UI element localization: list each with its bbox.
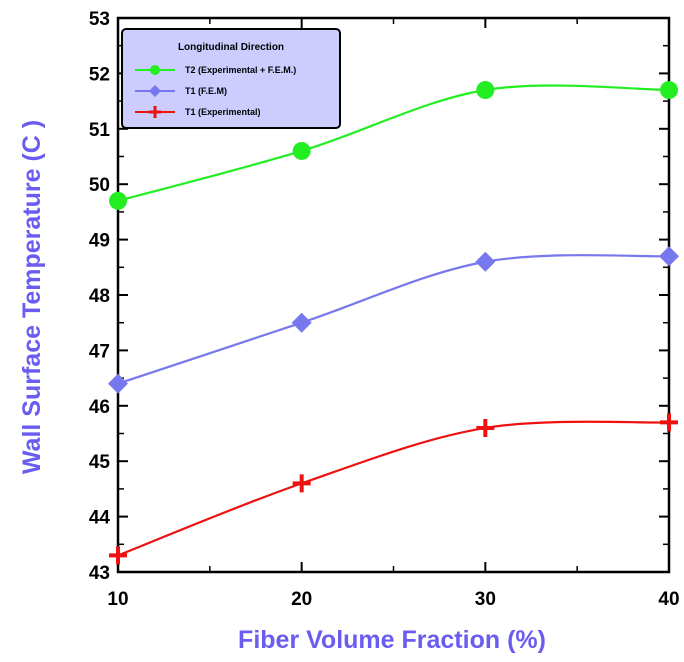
legend: Longitudinal Direction T2 (Experimental … [121, 28, 341, 129]
legend-marker [149, 106, 161, 118]
data-point [659, 246, 679, 267]
series-line [117, 254, 670, 385]
y-tick-label: 46 [89, 397, 110, 418]
legend-label: T2 (Experimental + F.E.M.) [185, 65, 296, 75]
y-tick-label: 52 [89, 64, 110, 85]
x-axis: 10 20 30 40 [107, 18, 680, 610]
x-tick-label: 30 [475, 589, 496, 610]
data-point [109, 191, 127, 210]
data-point [292, 141, 311, 160]
legend-item-2: T1 (F.E.M) [135, 85, 227, 97]
series-3 [109, 413, 678, 565]
data-point [660, 413, 678, 432]
y-axis-title: Wall Surface Temperature (C ) [18, 120, 46, 474]
x-tick-label: 20 [291, 589, 312, 610]
data-point [291, 312, 312, 333]
y-tick-label: 50 [89, 175, 110, 196]
y-axis: 43 44 45 46 47 48 49 50 51 52 53 [89, 9, 669, 584]
y-tick-label: 49 [89, 231, 110, 252]
legend-items: T2 (Experimental + F.E.M.) T1 (F.E.M) T1 (… [135, 65, 296, 118]
data-point [475, 251, 496, 272]
y-tick-label: 51 [89, 120, 111, 141]
series-line [117, 84, 670, 202]
legend-marker [150, 65, 160, 75]
data-point [476, 418, 495, 437]
y-tick-label: 44 [89, 508, 111, 529]
data-point [660, 81, 678, 100]
x-tick-label: 10 [107, 589, 128, 610]
y-tick-label: 43 [89, 563, 110, 584]
series-2 [108, 246, 679, 394]
series-layer [108, 81, 679, 565]
data-point [109, 546, 127, 565]
y-tick-label: 47 [89, 341, 110, 362]
legend-item-3: T1 (Experimental) [135, 106, 261, 118]
y-tick-label: 45 [89, 452, 111, 473]
legend-box [121, 28, 341, 129]
series-1 [109, 81, 678, 210]
y-tick-label: 48 [89, 286, 110, 307]
legend-label: T1 (Experimental) [185, 107, 261, 117]
legend-marker [149, 85, 161, 97]
series-line [117, 420, 670, 557]
data-point [108, 373, 128, 394]
x-axis-title: Fiber Volume Fraction (%) [238, 626, 546, 654]
y-tick-label: 53 [89, 9, 110, 30]
x-tick-label: 40 [658, 589, 679, 610]
data-point [476, 81, 495, 100]
legend-label: T1 (F.E.M) [185, 86, 227, 96]
legend-item-1: T2 (Experimental + F.E.M.) [135, 65, 296, 75]
legend-title: Longitudinal Direction [178, 42, 284, 53]
data-point [292, 474, 311, 493]
